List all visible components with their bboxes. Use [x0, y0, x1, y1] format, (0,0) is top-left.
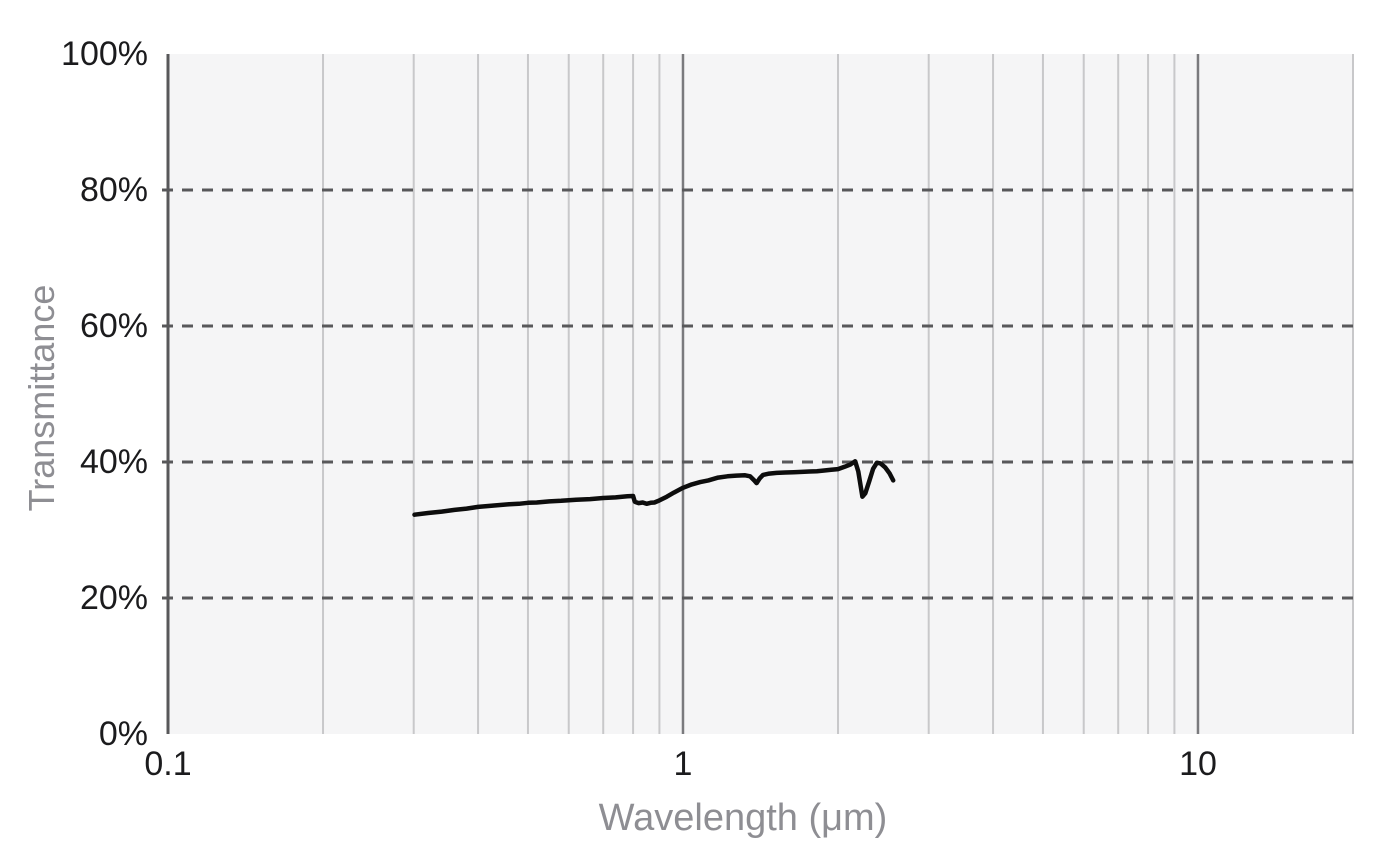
- y-tick-label-100: 100%: [61, 35, 148, 73]
- transmittance-curve: [412, 459, 896, 517]
- y-tick-label-60: 60%: [79, 307, 148, 345]
- x-tick-label-1: 1: [673, 745, 693, 783]
- x-tick-label-0.1: 0.1: [144, 745, 192, 783]
- y-tick-label-0: 0%: [98, 715, 148, 753]
- y-axis-title: Transmittance: [21, 284, 62, 512]
- y-tick-label-80: 80%: [79, 171, 148, 209]
- y-tick-label-20: 20%: [79, 579, 148, 617]
- y-tick-label-40: 40%: [79, 443, 148, 481]
- x-axis-title: Wavelength (μm): [598, 797, 888, 839]
- x-tick-label-10: 10: [1179, 745, 1217, 783]
- plot-background: [168, 54, 1353, 734]
